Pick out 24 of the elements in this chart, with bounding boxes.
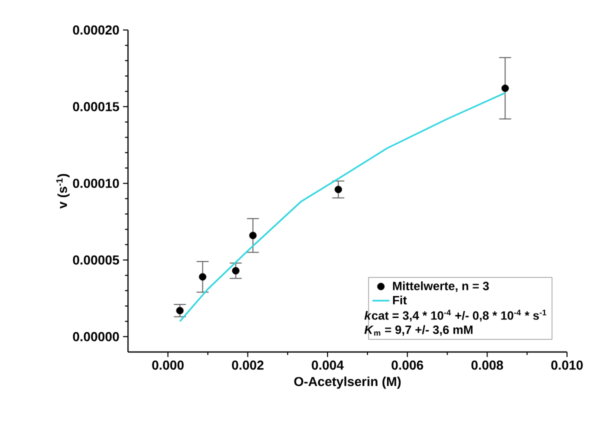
point xyxy=(501,84,509,92)
point xyxy=(176,306,184,314)
y-tick-label: 0.00000 xyxy=(72,332,119,342)
y-tick-label: 0.00010 xyxy=(72,178,119,188)
y-axis-title: v (s$^{-1}$) xyxy=(56,174,70,209)
x-axis-title: O-Acetylserin (M) xyxy=(294,376,401,389)
x-tick-label: 0.010 xyxy=(551,360,583,370)
y-tick-label: 0.00015 xyxy=(72,102,120,112)
legend-label: Fit xyxy=(393,296,407,304)
point xyxy=(334,186,342,194)
annotation: cat = 3,4 * 10$^{-4}$ +/- 0,8 * 10$^{-4}$ * s$^{-1}$ xyxy=(372,310,546,322)
x-tick-label: 0.006 xyxy=(392,360,424,370)
y-tick-label: 0.00020 xyxy=(72,25,119,35)
legend-label: Mittelwerte, n = 3 xyxy=(393,281,489,292)
annotation: k xyxy=(364,310,372,320)
y-tick-label: 0.00005 xyxy=(72,255,120,265)
x-tick-label: 0.004 xyxy=(312,360,344,370)
point xyxy=(249,232,257,240)
x-tick-label: 0.002 xyxy=(232,360,264,370)
x-tick-label: 0.000 xyxy=(152,360,184,370)
point xyxy=(232,267,240,274)
point xyxy=(198,273,206,281)
annotation: K$_{m}$ = 9,7 +/- 3,6 mM xyxy=(364,325,472,336)
x-tick-label: 0.008 xyxy=(471,360,504,370)
